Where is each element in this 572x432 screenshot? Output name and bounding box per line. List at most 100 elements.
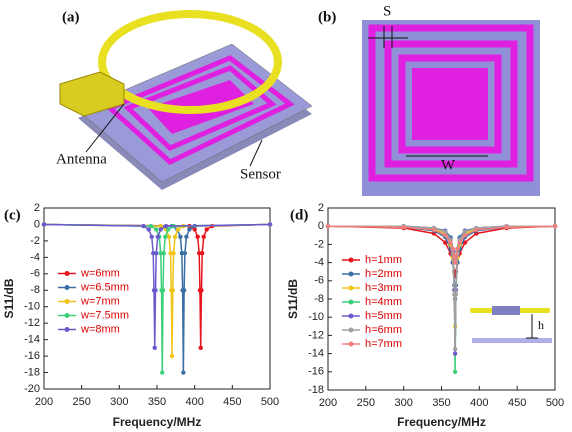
spiral-center [412, 68, 488, 140]
panel-label: (d) [290, 207, 308, 223]
y-tick-label: -12 [308, 329, 324, 341]
y-tick-label: -8 [314, 293, 324, 305]
marker [552, 224, 558, 229]
marker [41, 222, 47, 227]
marker [151, 251, 156, 256]
legend-marker [348, 313, 354, 319]
x-tick-label: 500 [261, 396, 279, 408]
antenna-ring [98, 10, 282, 114]
legend-marker [64, 285, 70, 290]
marker [170, 288, 176, 293]
spiral [105, 55, 295, 165]
x-tick-label: 250 [72, 396, 90, 408]
annotation: h [538, 318, 544, 332]
panel-a: (a) Antenna Sensor [56, 9, 313, 190]
x-tick-label: 500 [546, 397, 564, 409]
legend-label: h=5mm [365, 310, 402, 322]
marker [187, 227, 192, 232]
marker [195, 234, 200, 239]
y-tick-label: -10 [308, 311, 324, 323]
marker [462, 229, 468, 234]
marker [452, 351, 458, 356]
marker [201, 234, 206, 239]
marker [179, 251, 185, 256]
legend-label: h=2mm [365, 268, 402, 280]
legend-label: h=4mm [365, 296, 402, 308]
x-tick-label: 250 [357, 397, 375, 409]
legend-marker [348, 285, 354, 291]
y-tick-label: -10 [24, 301, 40, 313]
marker [175, 227, 181, 232]
marker [457, 240, 462, 245]
marker [450, 246, 456, 252]
marker [198, 345, 203, 351]
marker [158, 227, 163, 232]
marker [154, 251, 159, 256]
y-tick-label: 2 [318, 202, 324, 214]
x-tick-label: 450 [508, 397, 526, 409]
connector-side [492, 306, 520, 315]
spiral [384, 40, 518, 168]
pointer [249, 139, 263, 167]
legend-marker [64, 327, 70, 332]
annotation: Antenna [56, 151, 107, 167]
marker [155, 234, 160, 239]
marker [160, 370, 165, 375]
legend-marker [348, 271, 354, 277]
x-tick-label: 200 [35, 396, 53, 408]
panel-label: (b) [318, 9, 336, 25]
y-tick-label: -2 [30, 235, 40, 247]
y-tick-label: -16 [24, 350, 40, 362]
marker [178, 234, 183, 239]
y-tick-label: -8 [30, 284, 40, 296]
y-tick-label: -4 [30, 251, 40, 263]
marker [204, 227, 209, 232]
annotation: W [441, 157, 456, 173]
legend-marker [348, 299, 354, 305]
pointer [85, 103, 125, 153]
marker [153, 288, 158, 293]
y-tick-label: -6 [30, 268, 40, 280]
legend-label: w=8mm [80, 323, 120, 335]
spiral [398, 54, 502, 154]
spiral [123, 65, 277, 151]
y-axis-label: S11/dB [286, 279, 300, 319]
marker [158, 223, 163, 229]
marker [184, 234, 189, 239]
y-tick-label: -4 [314, 257, 324, 269]
marker [452, 260, 458, 265]
legend-marker [64, 299, 70, 304]
marker [163, 234, 168, 239]
marker [171, 251, 176, 256]
marker [154, 227, 159, 232]
marker [455, 246, 460, 252]
y-tick-label: -6 [314, 275, 324, 287]
y-tick-label: 0 [34, 218, 40, 230]
y-tick-label: -18 [24, 366, 40, 378]
legend-label: w=7mm [80, 295, 120, 307]
y-tick-label: -2 [314, 238, 324, 250]
inset: h [470, 306, 552, 343]
x-tick-label: 300 [110, 396, 128, 408]
marker [200, 251, 205, 256]
marker [443, 233, 448, 238]
marker [199, 288, 204, 293]
panel-label: (c) [4, 207, 21, 223]
marker [166, 227, 171, 232]
x-tick-label: 450 [223, 396, 241, 408]
marker [196, 251, 202, 256]
legend-label: h=1mm [365, 254, 402, 266]
y-tick-label: -14 [308, 348, 324, 360]
legend-label: w=7.5mm [80, 309, 129, 321]
marker [166, 234, 172, 239]
marker [401, 224, 406, 230]
x-tick-label: 200 [319, 397, 337, 409]
marker [161, 251, 166, 256]
x-tick-label: 300 [394, 397, 412, 409]
legend-marker [64, 313, 70, 318]
marker [443, 240, 448, 245]
y-tick-label: -14 [24, 334, 40, 346]
sensor-side [472, 338, 552, 343]
series-line [327, 225, 556, 300]
y-tick-label: -20 [24, 383, 40, 395]
